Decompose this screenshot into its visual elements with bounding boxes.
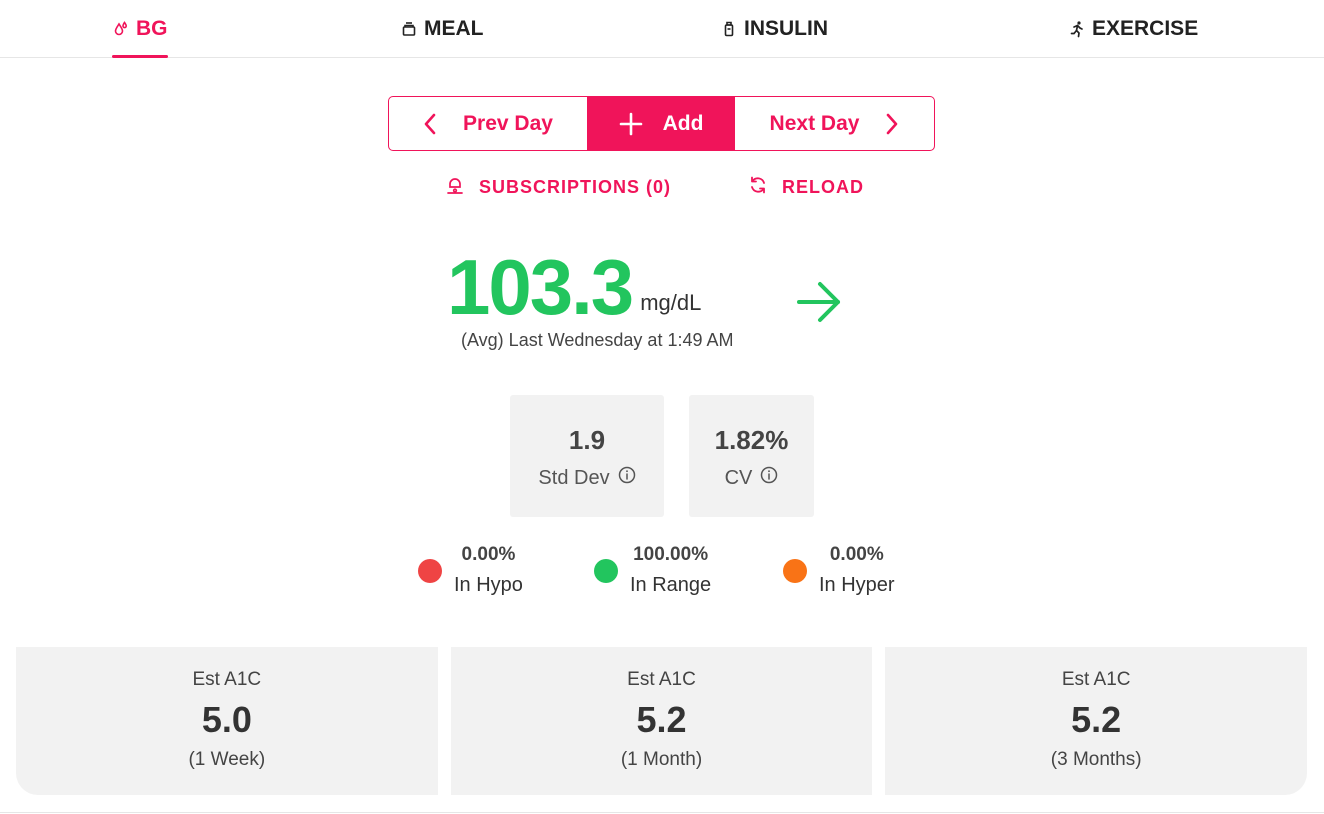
info-icon[interactable] — [752, 466, 778, 490]
hyper-dot — [783, 558, 807, 583]
hyper-pct: 0.00% — [829, 544, 884, 565]
a1c-label: Est A1C — [192, 669, 262, 690]
range-in-range: 100.00% In Range — [594, 544, 711, 597]
prev-day-button[interactable]: Prev Day — [389, 97, 588, 150]
in-range-pct: 100.00% — [633, 544, 709, 565]
std-dev-card: 1.9 Std Dev — [510, 395, 664, 517]
std-dev-label-row: Std Dev — [510, 466, 664, 490]
in-range-label: In Range — [630, 574, 712, 596]
tab-meal-label: MEAL — [424, 17, 484, 40]
tab-exercise-label: EXERCISE — [1092, 17, 1199, 40]
bg-reading-subtitle: (Avg) Last Wednesday at 1:49 AM — [461, 330, 734, 350]
a1c-card-1-month: Est A1C 5.2 (1 Month) — [450, 647, 873, 795]
a1c-value: 5.2 — [636, 699, 687, 740]
reload-link[interactable]: RELOAD — [748, 172, 864, 202]
a1c-label: Est A1C — [1061, 669, 1131, 690]
add-label: Add — [662, 111, 704, 135]
std-dev-label: Std Dev — [538, 466, 610, 489]
in-range-dot — [594, 558, 618, 583]
plus-icon — [619, 112, 643, 136]
insulin-icon — [720, 20, 738, 38]
cv-label: CV — [724, 466, 753, 489]
a1c-period: (1 Week) — [188, 749, 266, 770]
hyper-label: In Hyper — [819, 574, 895, 596]
subscriptions-link[interactable]: SUBSCRIPTIONS (0) — [445, 172, 671, 202]
tab-bar: BG MEAL INSULIN — [0, 0, 1324, 58]
a1c-cards: Est A1C 5.0 (1 Week) Est A1C 5.2 (1 Mont… — [16, 647, 1307, 795]
reload-label: RELOAD — [782, 176, 864, 197]
hypo-pct: 0.00% — [461, 544, 516, 565]
tab-exercise[interactable]: EXERCISE — [1068, 0, 1198, 58]
chevron-left-icon — [423, 112, 437, 136]
hypo-label: In Hypo — [454, 574, 523, 596]
a1c-card-1-week: Est A1C 5.0 (1 Week) — [16, 647, 438, 795]
hypo-dot — [418, 558, 442, 583]
range-hyper: 0.00% In Hyper — [783, 544, 895, 597]
day-navigation: Prev Day Add Next Day — [388, 96, 935, 151]
cv-value: 1.82% — [714, 425, 789, 455]
next-day-label: Next Day — [769, 111, 860, 135]
bg-value: 103.3 — [447, 243, 634, 331]
a1c-label: Est A1C — [627, 669, 696, 690]
range-hypo: 0.00% In Hypo — [418, 544, 523, 597]
bg-unit: mg/dL — [640, 290, 702, 315]
reload-icon — [748, 175, 782, 200]
cv-label-row: CV — [689, 466, 814, 490]
tab-insulin[interactable]: INSULIN — [720, 0, 828, 58]
meal-icon — [400, 20, 418, 38]
tab-bg[interactable]: BG — [112, 0, 168, 58]
chevron-right-icon — [885, 112, 899, 136]
drops-icon — [112, 20, 130, 38]
bg-reading: 103.3 mg/dL — [447, 246, 701, 328]
next-day-button[interactable]: Next Day — [734, 97, 934, 150]
cv-card: 1.82% CV — [689, 395, 814, 517]
tab-insulin-label: INSULIN — [744, 17, 828, 40]
tab-bg-label: BG — [136, 17, 168, 40]
add-button[interactable]: Add — [588, 97, 734, 150]
a1c-value: 5.0 — [201, 699, 252, 740]
trend-arrow-right-icon — [796, 280, 842, 329]
a1c-period: (3 Months) — [1050, 749, 1142, 770]
divider — [0, 812, 1324, 813]
a1c-card-3-months: Est A1C 5.2 (3 Months) — [885, 647, 1307, 795]
a1c-period: (1 Month) — [620, 749, 703, 770]
std-dev-value: 1.9 — [568, 425, 606, 455]
tab-meal[interactable]: MEAL — [400, 0, 484, 58]
subscriptions-label: SUBSCRIPTIONS (0) — [479, 176, 672, 197]
a1c-value: 5.2 — [1071, 699, 1122, 740]
subscription-icon — [445, 175, 479, 200]
running-icon — [1068, 20, 1086, 38]
prev-day-label: Prev Day — [463, 111, 553, 135]
info-icon[interactable] — [610, 466, 636, 490]
